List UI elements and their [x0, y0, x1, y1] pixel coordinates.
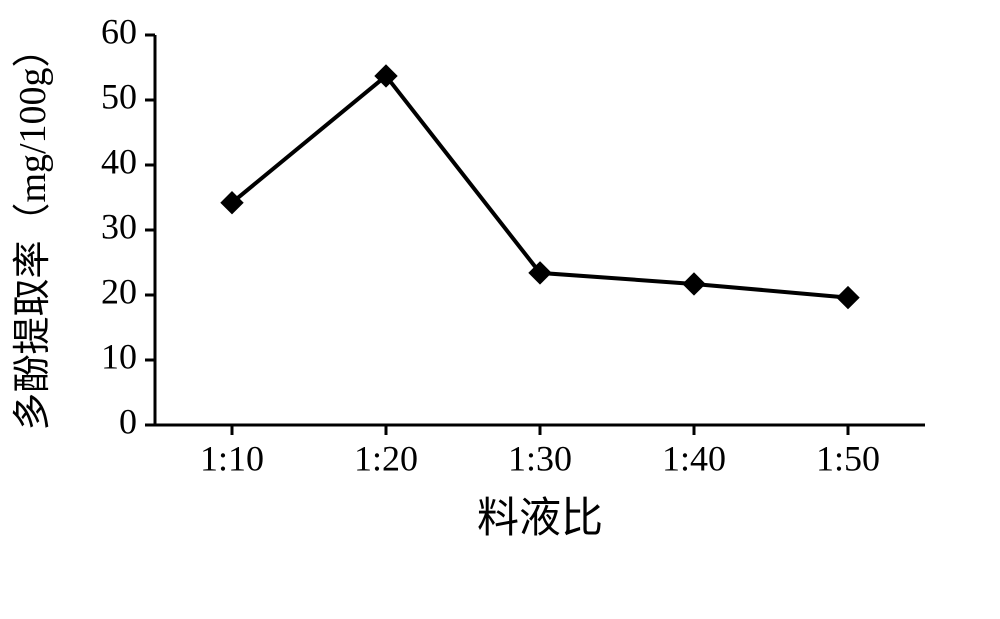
x-tick-label: 1:10 [200, 439, 264, 479]
y-tick-label: 10 [101, 336, 137, 376]
y-tick-label: 20 [101, 271, 137, 311]
y-tick-label: 40 [101, 141, 137, 181]
x-tick-label: 1:40 [662, 439, 726, 479]
y-tick-label: 60 [101, 11, 137, 51]
x-tick-label: 1:20 [354, 439, 418, 479]
y-tick-label: 50 [101, 76, 137, 116]
chart-container: 0 10 20 30 40 50 60 1:10 1:20 1:30 1:40 1:50 多酚提取率（m… [0, 0, 1000, 619]
x-axis-title: 料液比 [477, 496, 603, 542]
y-tick-label: 0 [119, 401, 137, 441]
line-chart: 0 10 20 30 40 50 60 1:10 1:20 1:30 1:40 1:50 多酚提取率（m… [0, 0, 1000, 619]
x-tick-label: 1:30 [508, 439, 572, 479]
x-tick-label: 1:50 [816, 439, 880, 479]
y-axis-title: 多酚提取率（mg/100g） [12, 29, 54, 430]
y-tick-label: 30 [101, 206, 137, 246]
